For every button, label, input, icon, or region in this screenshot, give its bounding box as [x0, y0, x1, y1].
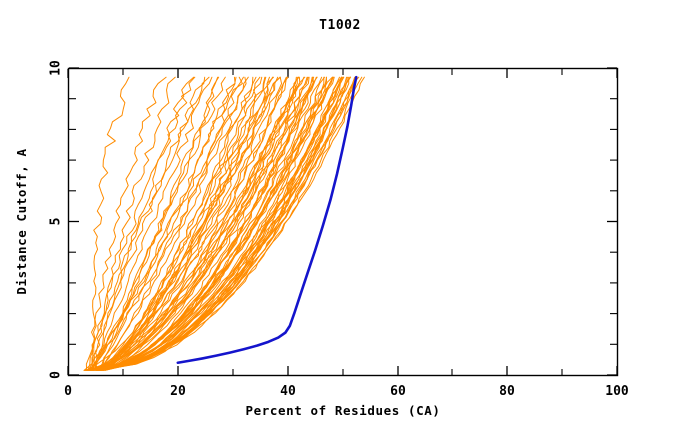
x-tick-label: 60	[390, 384, 406, 399]
ensemble-curve	[95, 76, 196, 371]
ensemble-curve	[91, 76, 351, 371]
y-tick-label: 10	[49, 60, 64, 76]
x-tick-label: 80	[499, 384, 515, 399]
ensemble-curve	[87, 76, 328, 371]
x-axis-title: Percent of Residues (CA)	[245, 403, 440, 418]
y-tick-label: 5	[49, 218, 64, 226]
x-tick-label: 20	[170, 384, 186, 399]
ensemble-curve	[97, 76, 334, 371]
x-tick-label: 100	[605, 384, 629, 399]
y-axis-minor-ticks	[69, 98, 617, 345]
y-axis-major-ticks	[69, 67, 617, 376]
x-axis-tick-labels: 0 20 40 60 80 100	[64, 384, 629, 399]
ensemble-curve	[88, 76, 348, 371]
ensemble-curve	[99, 76, 305, 371]
ensemble-curve	[91, 76, 213, 371]
ensemble-curve	[85, 76, 356, 371]
ensemble-curve	[89, 76, 298, 371]
ensemble-curve	[87, 76, 206, 371]
ensemble-curve	[98, 76, 325, 371]
page-title: T1002	[319, 18, 361, 33]
ensemble-curve	[85, 76, 210, 371]
ensemble-curve	[87, 76, 247, 371]
curve-layer	[83, 75, 365, 371]
ensemble-curve	[88, 76, 281, 371]
ensemble-curve	[91, 76, 130, 371]
y-axis-tick-labels: 0 5 10	[49, 60, 64, 379]
ensemble-curve	[92, 76, 300, 371]
ensemble-curve	[95, 76, 318, 371]
ensemble-curve	[90, 76, 350, 371]
ensemble-curve	[97, 76, 306, 371]
x-axis-major-ticks	[67, 69, 618, 375]
ensemble-curve	[96, 76, 343, 371]
ensemble-curve	[91, 76, 167, 371]
ensemble-curve	[87, 76, 365, 371]
ensemble-curve	[92, 76, 297, 371]
ensemble-curve	[86, 76, 343, 371]
x-tick-label: 0	[64, 384, 72, 399]
ensemble-curve	[93, 76, 279, 371]
ensemble-curve	[101, 76, 314, 371]
ensemble-curve	[84, 76, 358, 371]
ensemble-curve	[102, 76, 308, 371]
ensemble-curve	[101, 76, 267, 371]
ensemble-curve	[99, 76, 283, 371]
ensemble-curve	[86, 76, 343, 371]
y-tick-label: 0	[49, 371, 64, 379]
x-tick-label: 40	[280, 384, 296, 399]
y-axis-title: Distance Cutoff, A	[14, 148, 29, 294]
x-axis-minor-ticks	[122, 69, 563, 375]
ensemble-curve	[96, 76, 249, 371]
ensemble-curve	[96, 76, 236, 371]
plot-frame	[67, 67, 619, 377]
ensemble-curve	[93, 76, 219, 371]
highlight-curve	[176, 75, 358, 365]
ensemble-curve	[90, 76, 226, 371]
ensemble-curve	[85, 76, 313, 371]
ensemble-curve	[87, 76, 195, 371]
